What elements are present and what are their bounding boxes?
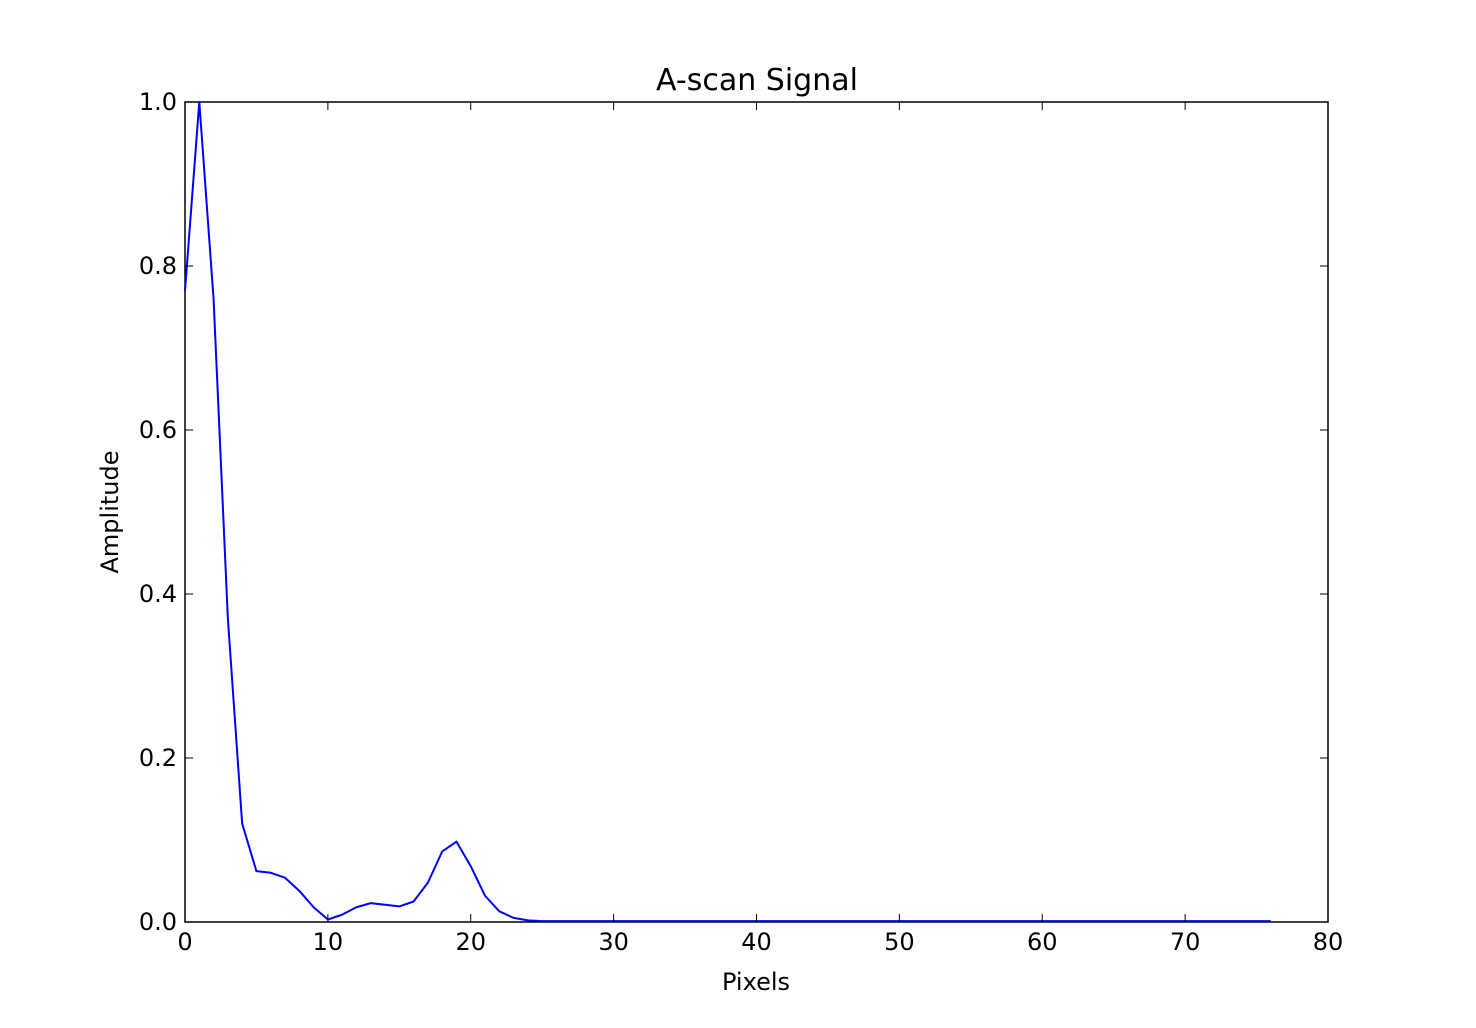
- x-tick-label: 80: [1313, 928, 1344, 956]
- x-axis-ticks: 0 10 20 30 40 50 60 70 80: [177, 102, 1343, 956]
- x-tick-label: 40: [741, 928, 772, 956]
- x-tick-label: 70: [1170, 928, 1201, 956]
- x-tick-label: 30: [598, 928, 629, 956]
- y-tick-label: 0.4: [139, 580, 177, 608]
- y-axis-label: Amplitude: [96, 451, 124, 574]
- y-tick-label: 0.2: [139, 744, 177, 772]
- y-axis-ticks: 0.0 0.2 0.4 0.6 0.8 1.0: [139, 88, 1328, 936]
- y-tick-label: 1.0: [139, 88, 177, 116]
- series-line-0: [184, 101, 1271, 923]
- chart-title: A-scan Signal: [656, 63, 858, 98]
- x-tick-label: 50: [884, 928, 915, 956]
- x-tick-label: 20: [455, 928, 486, 956]
- y-tick-label: 0.6: [139, 416, 177, 444]
- x-tick-label: 10: [313, 928, 344, 956]
- x-axis-label: Pixels: [722, 968, 790, 996]
- x-tick-label: 0: [177, 928, 192, 956]
- x-tick-label: 60: [1027, 928, 1058, 956]
- plot-frame: [184, 101, 1329, 923]
- y-tick-label: 0.8: [139, 252, 177, 280]
- plot-area: [184, 101, 1329, 923]
- y-tick-label: 0.0: [139, 908, 177, 936]
